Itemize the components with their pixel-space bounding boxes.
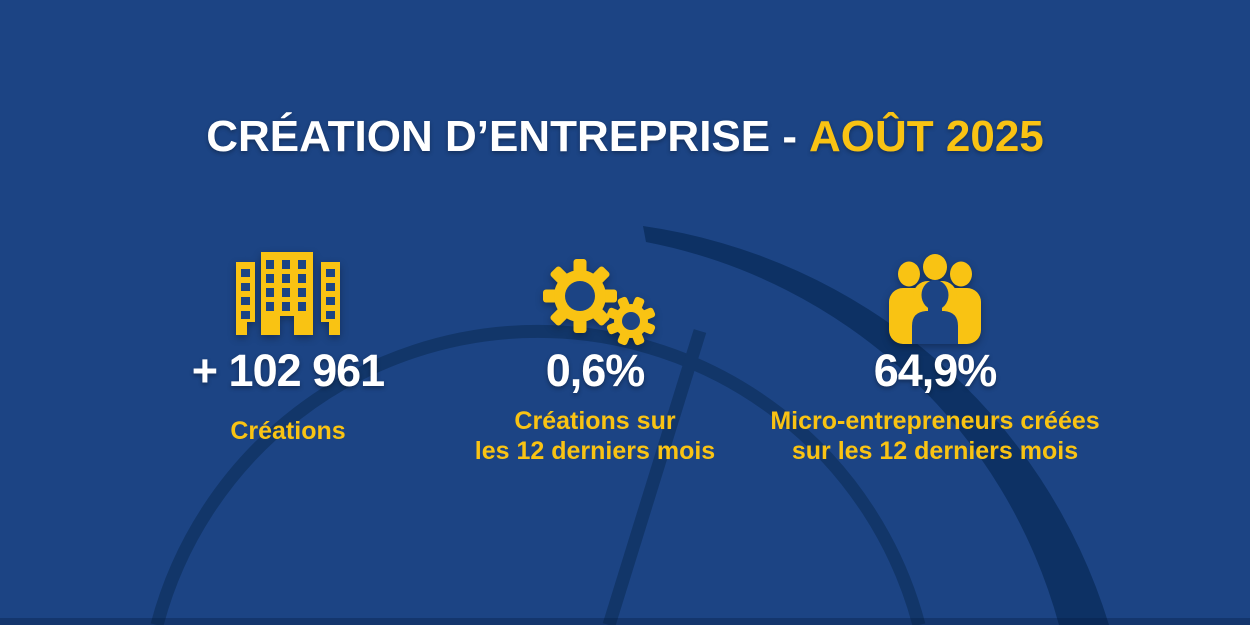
title-main: CRÉATION D’ENTREPRISE - [206,112,797,161]
stat-icon-box [760,248,1110,348]
stat-label: Créations sur les 12 derniers mois [420,406,770,466]
stat-label: Créations [113,416,463,446]
stat-value: + 102 961 [191,345,385,396]
stat-label-line1: Créations [230,417,346,445]
stat-icon-box [113,248,463,348]
stat-label-line2: les 12 derniers mois [474,437,716,465]
gears-icon [543,259,656,346]
slanted-line [602,329,707,625]
stat-card-creations: + 102 961 Créations [113,248,463,446]
thin-circle-arc [150,324,926,625]
stat-label-line2: sur les 12 derniers mois [791,437,1079,465]
stat-value: 64,9% [873,345,998,396]
stat-label: Micro-entrepreneurs créées sur les 12 de… [760,406,1110,466]
swoosh-arc [643,226,1109,625]
stat-icon-box [420,248,770,348]
bottom-shade-strip [0,618,1250,625]
building-icon [236,252,340,335]
people-icon [889,254,981,344]
stat-card-micro-entrepreneurs: 64,9% Micro-entrepreneurs créées sur les… [760,248,1110,466]
stat-value: 0,6% [545,345,646,396]
stat-card-evolution-12-mois: 0,6% Créations sur les 12 derniers mois [420,248,770,466]
stat-label-line1: Créations sur [514,407,676,435]
stat-label-line1: Micro-entrepreneurs créées [770,407,1100,435]
page-title: CRÉATION D’ENTREPRISE - AOÛT 2025 [0,115,1250,159]
title-accent: AOÛT 2025 [809,112,1044,161]
